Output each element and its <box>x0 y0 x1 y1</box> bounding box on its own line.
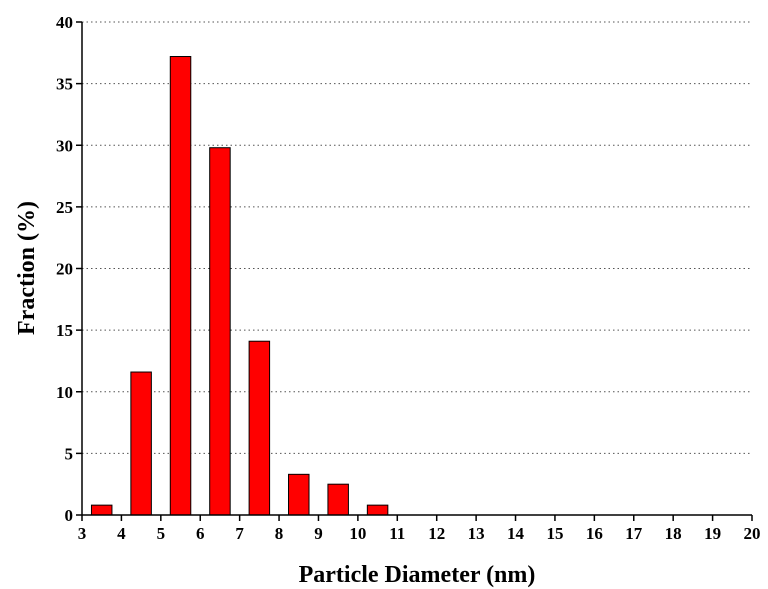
grid-lines <box>82 21 752 454</box>
x-tick-label: 10 <box>349 524 366 543</box>
y-tick-label: 30 <box>56 136 73 155</box>
histogram-bar <box>130 371 152 516</box>
x-tick-label: 6 <box>196 524 205 543</box>
x-tick-label: 13 <box>468 524 485 543</box>
x-axis-title: Particle Diameter (nm) <box>299 562 536 588</box>
y-tick-label: 10 <box>56 383 73 402</box>
y-tick-label: 0 <box>65 506 74 525</box>
histogram-bar <box>327 483 349 516</box>
x-tick-label: 12 <box>428 524 445 543</box>
histogram-bar <box>90 504 113 516</box>
x-tick-label: 14 <box>507 524 525 543</box>
x-tick-label: 16 <box>586 524 603 543</box>
x-tick-label: 19 <box>704 524 721 543</box>
x-tick-label: 4 <box>117 524 126 543</box>
x-tick-label: 20 <box>744 524 761 543</box>
bars <box>90 56 389 516</box>
y-tick-label: 20 <box>56 260 73 279</box>
histogram-bar <box>366 504 389 516</box>
x-tick-label: 11 <box>389 524 405 543</box>
x-tick-label: 3 <box>78 524 87 543</box>
y-ticks: 0 5 10 15 20 25 30 35 40 <box>56 13 82 525</box>
y-tick-label: 5 <box>65 444 74 463</box>
y-axis-title: Fraction (%) <box>14 201 40 335</box>
x-tick-label: 15 <box>546 524 563 543</box>
histogram-bar <box>169 56 192 516</box>
y-tick-label: 25 <box>56 198 73 217</box>
x-tick-label: 17 <box>625 524 643 543</box>
y-tick-label: 40 <box>56 13 73 32</box>
histogram-bar <box>209 147 231 516</box>
y-tick-label: 35 <box>56 75 73 94</box>
histogram-bar <box>248 340 271 516</box>
y-tick-label: 15 <box>56 321 73 340</box>
x-tick-label: 9 <box>314 524 323 543</box>
x-tick-label: 5 <box>157 524 166 543</box>
histogram-bar <box>288 473 310 516</box>
x-tick-label: 7 <box>235 524 244 543</box>
x-tick-label: 18 <box>665 524 682 543</box>
x-ticks: 3 4 5 6 7 8 9 10 11 12 13 14 15 16 17 18 19 20 <box>78 515 761 543</box>
x-tick-label: 8 <box>275 524 284 543</box>
